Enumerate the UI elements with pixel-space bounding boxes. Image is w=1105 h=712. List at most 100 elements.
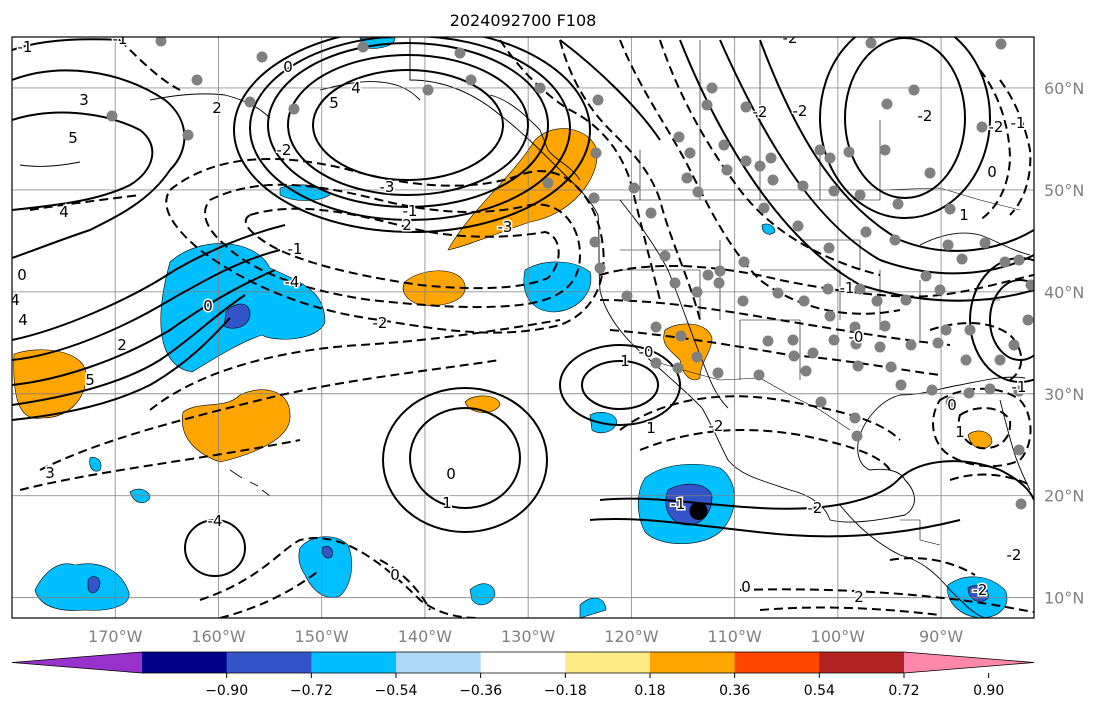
contour-label: -2: [973, 581, 988, 599]
contour-label: -1: [1011, 114, 1026, 132]
contour-label: -2: [989, 118, 1004, 136]
station-dot: [592, 94, 604, 106]
contour-label: 0: [283, 58, 293, 76]
station-dot: [754, 160, 766, 172]
contour-label: 0: [446, 465, 456, 483]
colorbar-tick-label: 0.54: [804, 683, 835, 699]
station-dot: [1025, 279, 1034, 291]
longitude-ticks: 170°W 160°W 150°W 140°W 130°W 120°W 110°W 100°W…: [88, 627, 963, 646]
contour-label: -2: [793, 102, 808, 120]
latitude-tick-label: 30°N: [1044, 385, 1084, 404]
station-dot: [753, 369, 765, 381]
station-dot: [762, 335, 774, 347]
station-dot: [823, 242, 835, 254]
station-dot: [865, 37, 877, 49]
station-dot: [672, 362, 684, 374]
station-dot: [155, 37, 167, 47]
contour-label: -1: [113, 30, 128, 48]
contour-label: -2: [753, 103, 768, 121]
longitude-tick-label: 140°W: [398, 627, 453, 646]
station-dot: [824, 310, 836, 322]
contour-label: 0: [390, 566, 400, 584]
station-dot: [850, 338, 862, 350]
station-dot: [650, 357, 662, 369]
contour-label: 3: [79, 91, 89, 109]
station-dot: [879, 144, 891, 156]
contour-label: -3: [498, 218, 513, 236]
contour-label: 1: [620, 352, 630, 370]
station-dot: [881, 98, 893, 110]
station-dot: [737, 295, 749, 307]
station-dot: [932, 337, 944, 349]
latitude-tick-label: 60°N: [1044, 79, 1084, 98]
station-dot: [738, 256, 750, 268]
contour-label: 4: [59, 203, 69, 221]
contour-label: -4: [285, 273, 300, 291]
station-dot: [960, 354, 972, 366]
contour-label: -0: [639, 343, 654, 361]
colorbar-tick-label: 0.90: [973, 683, 1004, 699]
negative-contours: [19, 39, 1034, 618]
station-dot: [589, 236, 601, 248]
colorbar-outline: [11, 651, 1035, 674]
station-dot: [852, 360, 864, 372]
contour-label: 1: [646, 419, 656, 437]
contour-label: 1: [959, 206, 969, 224]
colorbar-tick-label: −0.90: [205, 683, 248, 699]
station-dot: [701, 99, 713, 111]
latitude-ticks: 60°N 50°N 40°N 30°N 20°N 10°N: [1044, 79, 1084, 608]
station-dot: [815, 396, 827, 408]
station-dot: [256, 51, 268, 63]
station-dot: [895, 379, 907, 391]
station-dots: [106, 37, 1034, 510]
station-dot: [740, 155, 752, 167]
station-dot: [956, 253, 968, 265]
longitude-tick-label: 160°W: [191, 627, 246, 646]
station-dot: [1022, 314, 1034, 326]
contour-label: 3: [45, 464, 55, 482]
station-dot: [1008, 339, 1020, 351]
station-dot: [905, 339, 917, 351]
longitude-tick-label: 120°W: [604, 627, 659, 646]
station-dot: [191, 74, 203, 86]
contour-label: 5: [85, 371, 95, 389]
station-dot: [659, 250, 671, 262]
station-dot: [767, 174, 779, 186]
station-dot: [999, 256, 1011, 268]
station-dot: [995, 38, 1007, 50]
station-dot: [822, 283, 834, 295]
colorbar-segment: [734, 652, 820, 673]
station-dot: [871, 295, 883, 307]
station-dot: [681, 172, 693, 184]
station-dot: [422, 84, 434, 96]
station-dot: [713, 277, 725, 289]
station-dot: [976, 121, 988, 133]
station-dot: [854, 189, 866, 201]
map-frame: [11, 36, 1035, 619]
station-dot: [879, 320, 891, 332]
station-dot: [182, 129, 194, 141]
contour-label: 2: [854, 588, 864, 606]
station-dot: [628, 182, 640, 194]
station-dot: [945, 396, 957, 408]
station-dot: [106, 110, 118, 122]
station-dot: [994, 354, 1006, 366]
station-dot: [765, 152, 777, 164]
station-dot: [1013, 385, 1025, 397]
colorbar-extend-high: [904, 652, 1034, 673]
contour-label: 2: [212, 99, 222, 117]
station-dot: [721, 164, 733, 176]
colorbar-tick-label: 0.36: [719, 683, 750, 699]
latitude-tick-label: 40°N: [1044, 283, 1084, 302]
colorbar-tick-label: −0.36: [459, 683, 502, 699]
station-dot: [807, 347, 819, 359]
contour-label: 1: [442, 494, 452, 512]
colorbar-tick-label: 0.18: [634, 683, 665, 699]
station-dot: [534, 82, 546, 94]
station-dot: [244, 96, 256, 108]
station-dot: [788, 350, 800, 362]
contour-label: -2: [918, 107, 933, 125]
station-dot: [669, 277, 681, 289]
